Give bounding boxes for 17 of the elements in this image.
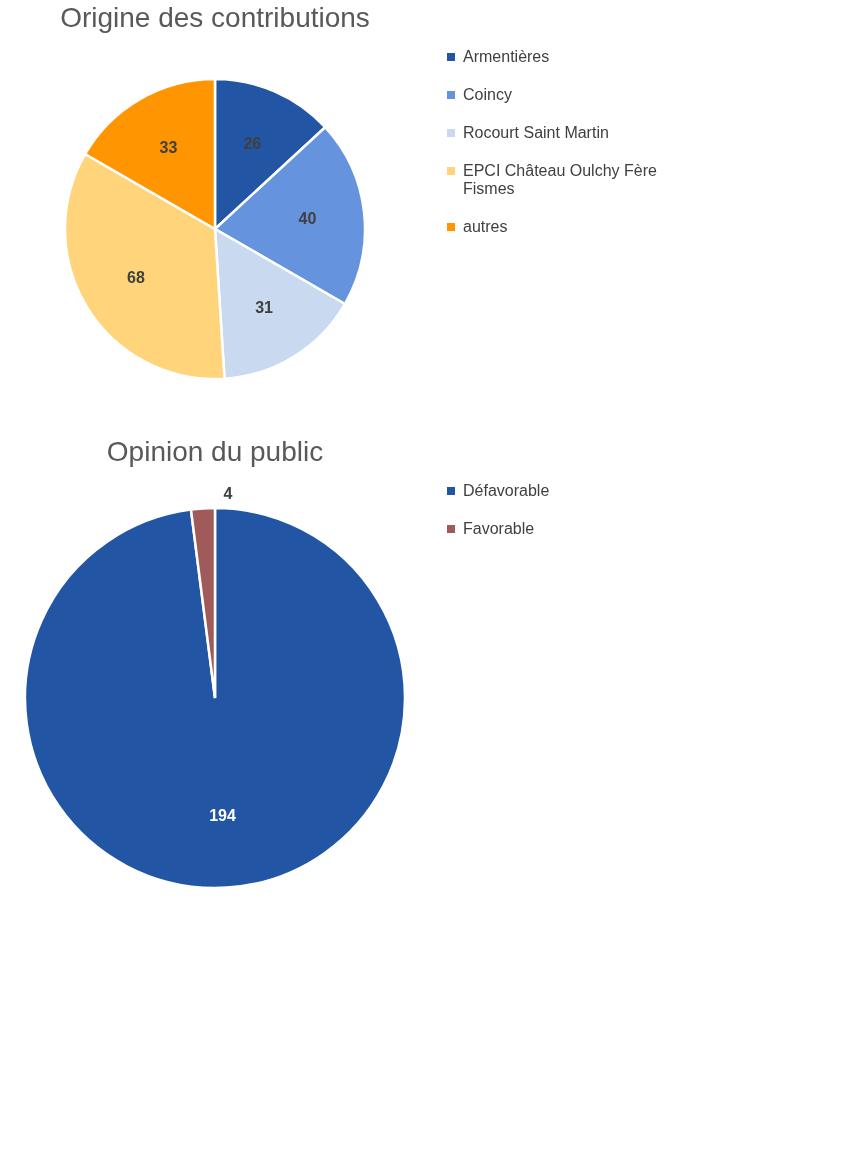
- pie-slice: [23, 506, 407, 889]
- legend-label: autres: [463, 218, 508, 235]
- data-label: 68: [127, 269, 145, 287]
- chart-title: Origine des contributions: [60, 2, 370, 33]
- legend-label: Armentières: [463, 48, 550, 65]
- data-label: 31: [255, 299, 274, 317]
- data-label: 194: [209, 806, 236, 824]
- data-label: 40: [298, 209, 317, 227]
- legend-label: EPCI Château Oulchy Fère Fismes: [463, 162, 657, 197]
- data-label: 26: [243, 134, 262, 152]
- data-label: 33: [159, 139, 178, 157]
- legend-label: Défavorable: [463, 482, 550, 499]
- chart-title: Opinion du public: [106, 436, 324, 467]
- legend-label: Favorable: [463, 520, 535, 537]
- legend-label: Rocourt Saint Martin: [463, 124, 609, 141]
- legend-label: Coincy: [463, 86, 512, 103]
- data-label: 4: [223, 485, 233, 503]
